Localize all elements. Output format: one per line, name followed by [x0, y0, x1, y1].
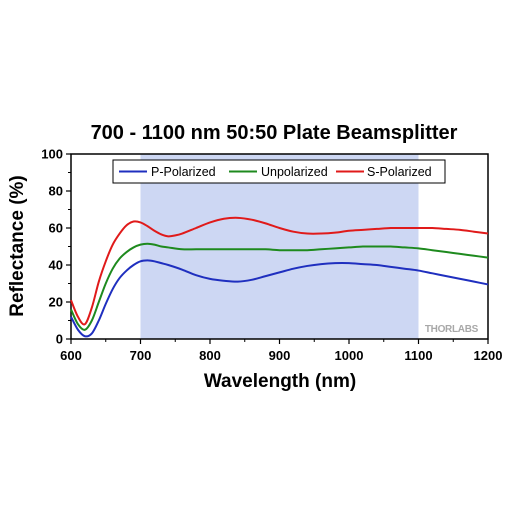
y-tick-label: 40 [49, 258, 63, 273]
x-tick-label: 700 [130, 348, 152, 363]
series-line-unpolarized [70, 242, 489, 331]
series-line-p-polarized [70, 259, 489, 338]
y-axis: 0 20 40 60 80 100 [41, 147, 71, 347]
legend: P-Polarized Unpolarized S-Polarized [112, 159, 446, 184]
y-tick-label: 20 [49, 295, 63, 310]
y-tick-label: 80 [49, 184, 63, 199]
x-tick-label: 1200 [474, 348, 503, 363]
chart-title: 700 - 1100 nm 50:50 Plate Beamsplitter [91, 122, 458, 144]
y-tick-label: 0 [56, 332, 63, 347]
x-tick-label: 1000 [335, 348, 364, 363]
y-tick-label: 100 [41, 147, 63, 162]
legend-box [112, 159, 446, 184]
series-line-s-polarized [70, 216, 489, 326]
watermark-logo: THORLABS [425, 324, 479, 335]
legend-label: S-Polarized [367, 165, 432, 179]
y-tick-label: 60 [49, 221, 63, 236]
x-tick-label: 900 [269, 348, 291, 363]
x-tick-label: 800 [199, 348, 221, 363]
y-axis-label: Reflectance (%) [7, 175, 28, 317]
x-axis: 600 700 800 900 1000 1100 1200 [60, 339, 502, 363]
x-tick-label: 1100 [404, 348, 432, 363]
x-tick-label: 600 [60, 348, 82, 363]
legend-label: Unpolarized [261, 165, 328, 179]
legend-label: P-Polarized [151, 165, 216, 179]
series-layer [70, 216, 489, 338]
x-axis-label: Wavelength (nm) [204, 371, 356, 392]
